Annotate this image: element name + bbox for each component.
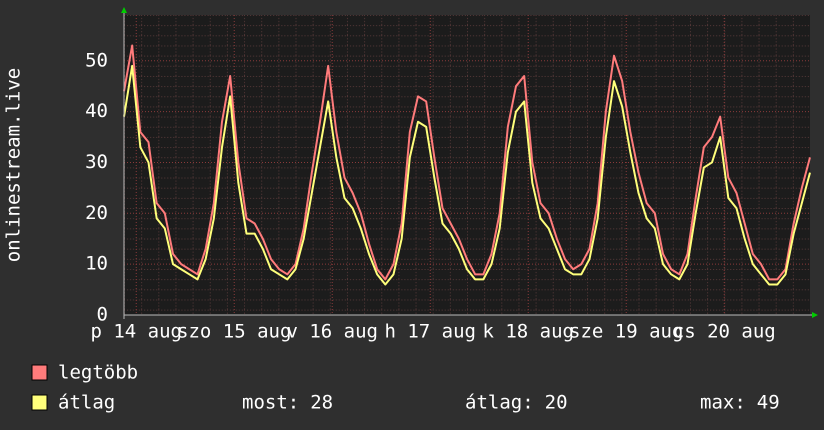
- stat-label: max:: [700, 392, 746, 414]
- x-tick-label: p 14 aug: [90, 321, 182, 343]
- series-line: [123, 64, 811, 286]
- stat-label: most:: [242, 392, 299, 414]
- y-axis-label: onlinestream.live: [3, 68, 25, 262]
- x-tick-label: szo 15 aug: [177, 321, 291, 343]
- legend-swatch: [31, 394, 48, 411]
- series-line: [123, 44, 811, 281]
- stat-value: 28: [310, 392, 333, 414]
- legend-label: átlag: [58, 392, 115, 414]
- stat-value: 49: [757, 392, 780, 414]
- stat-value: 20: [545, 392, 568, 414]
- x-tick-label: h 17 aug: [384, 321, 476, 343]
- y-tick-label: 30: [85, 151, 108, 173]
- y-tick-label: 10: [85, 253, 108, 275]
- x-tick-label: cs 20 aug: [673, 321, 776, 343]
- x-tick-label: sze 19 aug: [569, 321, 683, 343]
- lines: [123, 44, 811, 286]
- legend-label: legtöbb: [58, 362, 138, 384]
- y-tick-label: 50: [85, 49, 108, 71]
- legend: legtöbb átlag most: 28 átlag: 20 max: 49: [31, 362, 780, 414]
- y-tick-label: 0: [97, 304, 108, 326]
- x-axis-arrow: [812, 312, 818, 318]
- x-tick-label: k 18 aug: [482, 321, 574, 343]
- y-tick-label: 40: [85, 100, 108, 122]
- y-axis-arrow: [121, 7, 127, 13]
- x-tick-label: v 16 aug: [286, 321, 378, 343]
- stat-label: átlag:: [465, 392, 534, 414]
- legend-swatch: [31, 364, 48, 381]
- y-tick-label: 20: [85, 202, 108, 224]
